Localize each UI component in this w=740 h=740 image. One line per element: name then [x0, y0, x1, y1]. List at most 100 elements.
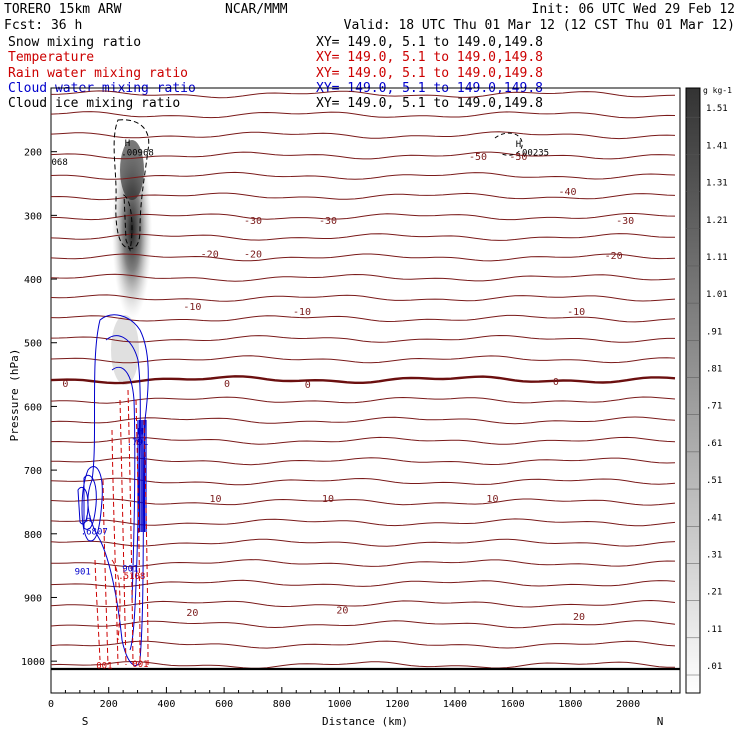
- isotherm-line: [51, 273, 676, 282]
- colorbar-labels: .01 .11 .21 .31 .41 .51 .61 .71 .81 .91 1.01 1.11 1.…: [686, 104, 728, 676]
- isotherm-line: [51, 620, 676, 629]
- temperature-label: 0: [305, 380, 311, 391]
- isotherm-line: [51, 90, 676, 99]
- x-tick-label: 1000: [327, 699, 351, 710]
- temperature-label: -40: [558, 187, 576, 198]
- colorbar-label: 1.41: [706, 141, 728, 151]
- isotherm-line: [51, 171, 676, 180]
- init-time: Init: 06 UTC Wed 29 Feb 12: [532, 2, 736, 17]
- field-rain-label: Rain water mixing ratio: [8, 66, 188, 81]
- colorbar-label: 1.31: [706, 179, 728, 189]
- temperature-label: 20: [186, 608, 198, 619]
- extremum-label: H: [125, 139, 130, 149]
- temperature-label: -10: [567, 307, 585, 318]
- extremum-label: .5108: [118, 572, 145, 582]
- isotherm-line: [51, 253, 676, 262]
- extremum-label: .00235: [517, 149, 550, 159]
- isotherm-line: [51, 355, 676, 364]
- x-tick-label: 800: [273, 699, 291, 710]
- colorbar-label: .61: [706, 439, 722, 449]
- x-axis-north-label: N: [657, 715, 664, 728]
- y-tick-label: 200: [24, 148, 42, 159]
- temperature-label: -50: [509, 152, 527, 163]
- extremum-label: 068: [52, 158, 68, 168]
- isotherm-line: [51, 192, 676, 201]
- x-tick-label: 1400: [443, 699, 467, 710]
- cloud-ice-contour: [113, 119, 150, 249]
- temperature-label: -20: [605, 251, 623, 262]
- rain-water-contours: [94, 389, 149, 666]
- temperature-label: -30: [244, 216, 262, 227]
- field-cloudice-xy: XY= 149.0, 5.1 to 149.0,149.8: [316, 96, 543, 111]
- temperature-label: -10: [183, 302, 201, 313]
- temperature-label: -10: [293, 307, 311, 318]
- cloud-ice-contour-north: [494, 132, 523, 156]
- extremum-label: 901: [122, 565, 138, 575]
- forecast-hour: Fcst: 36 h: [4, 18, 82, 33]
- snow-shading-peak: [120, 140, 144, 200]
- isotherm-line: [51, 477, 676, 486]
- field-cloudice-label: Cloud ice mixing ratio: [8, 96, 180, 111]
- isotherm-line: [51, 579, 676, 588]
- plot-frame: [50, 87, 681, 694]
- isotherm-line: [51, 294, 676, 302]
- colorbar-label: 1.01: [706, 290, 728, 300]
- field-snow-xy: XY= 149.0, 5.1 to 149.0,149.8: [316, 35, 543, 50]
- x-axis-south-label: S: [82, 715, 89, 728]
- isotherm-line: [51, 640, 676, 649]
- cloud-ice-contour-inner: [123, 194, 133, 252]
- isotherm-line: [51, 396, 676, 404]
- y-tick-label: 400: [24, 275, 42, 286]
- x-tick-label: 0: [48, 699, 54, 710]
- extremum-label: .00968: [121, 149, 154, 159]
- y-tick-label: 700: [24, 466, 42, 477]
- isotherm-line: [51, 375, 676, 385]
- x-axis: 0 200 400 600 800 1000 1200 1400 1600 1800 2000: [48, 687, 672, 710]
- y-axis: 200 300 400 500 600 700 800 900 1000: [21, 148, 57, 668]
- y-tick-label: 300: [24, 211, 42, 222]
- temperature-label: 0: [553, 377, 559, 388]
- field-snow-label: Snow mixing ratio: [8, 35, 141, 50]
- colorbar-label: .31: [706, 550, 722, 560]
- isotherm-line: [51, 599, 676, 608]
- colorbar-label: .81: [706, 365, 722, 375]
- isotherm-line: [51, 416, 676, 425]
- y-tick-label: 600: [24, 402, 42, 413]
- model-title: TORERO 15km ARW: [4, 2, 122, 17]
- isotherm-line: [51, 213, 676, 221]
- isotherm-line: [51, 436, 676, 445]
- x-tick-label: 1200: [385, 699, 409, 710]
- colorbar-label: .51: [706, 476, 722, 486]
- colorbar: [685, 87, 701, 694]
- x-tick-label: 600: [215, 699, 233, 710]
- isotherm-line: [51, 111, 676, 119]
- temperature-label: -20: [244, 250, 262, 261]
- isotherm-line: [51, 457, 676, 466]
- x-tick-label: 200: [100, 699, 118, 710]
- extremum-label: H: [516, 140, 521, 150]
- temperature-label: -30: [616, 216, 634, 227]
- isotherm-line: [51, 151, 676, 160]
- temperature-label: 20: [573, 612, 585, 623]
- x-tick-label: 400: [157, 699, 175, 710]
- y-tick-label: 900: [24, 593, 42, 604]
- temperature-isotherms: [51, 90, 676, 669]
- colorbar-label: 1.11: [706, 253, 728, 263]
- y-tick-label: 1000: [21, 657, 45, 668]
- colorbar-label: 1.51: [706, 104, 728, 114]
- temperature-label: 10: [209, 494, 221, 505]
- isotherm-line: [51, 538, 676, 547]
- extremum-label: 001: [132, 660, 148, 670]
- extremum-label: 901: [75, 568, 91, 578]
- colorbar-label: .91: [706, 327, 722, 337]
- field-temperature-xy: XY= 149.0, 5.1 to 149.0,149.8: [316, 50, 543, 65]
- y-tick-label: 500: [24, 339, 42, 350]
- extremum-label: H: [138, 428, 143, 438]
- colorbar-units: g kg-1: [703, 86, 732, 95]
- isotherm-line: [51, 314, 676, 323]
- plot-area: [51, 90, 680, 671]
- y-tick-label: 800: [24, 530, 42, 541]
- isotherm-line: [51, 559, 676, 568]
- extremum-label: .6807: [81, 528, 108, 538]
